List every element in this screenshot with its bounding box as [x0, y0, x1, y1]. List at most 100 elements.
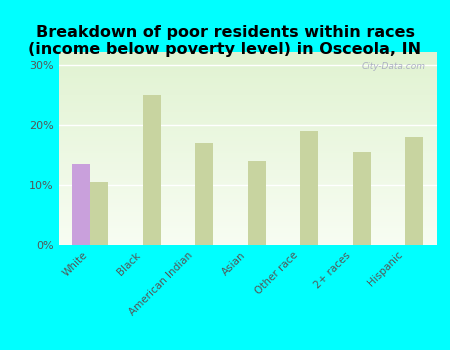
Bar	[58, 145, 436, 147]
Bar	[58, 104, 436, 106]
Bar	[58, 122, 436, 124]
Bar	[58, 243, 436, 245]
Text: City-Data.com: City-Data.com	[361, 62, 425, 71]
Bar	[58, 99, 436, 100]
Bar	[58, 54, 436, 56]
Bar	[58, 214, 436, 216]
Bar	[352, 152, 371, 245]
Bar	[58, 76, 436, 77]
Bar	[405, 137, 423, 245]
Bar	[58, 210, 436, 212]
Bar	[58, 68, 436, 70]
Bar	[58, 189, 436, 191]
Bar	[58, 218, 436, 220]
Bar	[58, 233, 436, 235]
Bar	[58, 91, 436, 93]
Bar	[58, 172, 436, 174]
Bar	[58, 228, 436, 230]
Bar	[58, 110, 436, 112]
Bar	[58, 77, 436, 79]
Bar	[58, 180, 436, 181]
Bar	[58, 112, 436, 114]
Bar	[58, 204, 436, 206]
Bar	[58, 97, 436, 99]
Bar	[58, 166, 436, 168]
Bar	[58, 149, 436, 150]
Bar	[58, 118, 436, 120]
Bar	[58, 170, 436, 172]
Bar	[195, 143, 213, 245]
Bar	[58, 235, 436, 237]
Bar	[58, 52, 436, 54]
Bar	[72, 164, 90, 245]
Bar	[58, 150, 436, 153]
Bar	[58, 187, 436, 189]
Bar	[58, 191, 436, 193]
Bar	[58, 212, 436, 214]
Bar	[58, 193, 436, 195]
Bar	[58, 89, 436, 91]
Bar	[58, 174, 436, 176]
Bar	[58, 66, 436, 68]
Bar	[58, 176, 436, 178]
Bar	[58, 241, 436, 243]
Bar	[58, 83, 436, 85]
Bar	[58, 79, 436, 81]
Bar	[58, 181, 436, 183]
Bar	[58, 201, 436, 203]
Bar	[58, 64, 436, 66]
Bar	[58, 131, 436, 133]
Bar	[58, 103, 436, 104]
Bar	[58, 87, 436, 89]
Bar	[58, 208, 436, 210]
Bar	[58, 199, 436, 201]
Bar	[58, 216, 436, 218]
Bar	[58, 93, 436, 95]
Bar	[58, 81, 436, 83]
Bar	[58, 156, 436, 158]
Bar	[143, 94, 161, 245]
Bar	[58, 62, 436, 64]
Bar	[58, 56, 436, 58]
Bar	[58, 160, 436, 162]
Bar	[58, 222, 436, 224]
Bar	[58, 139, 436, 141]
Bar	[58, 195, 436, 197]
Text: Breakdown of poor residents within races
(income below poverty level) in Osceola: Breakdown of poor residents within races…	[28, 25, 422, 57]
Bar	[58, 203, 436, 204]
Bar	[58, 168, 436, 170]
Bar	[58, 183, 436, 186]
Bar	[58, 106, 436, 108]
Bar	[58, 126, 436, 127]
Bar	[58, 137, 436, 139]
Bar	[58, 147, 436, 149]
Bar	[58, 60, 436, 62]
Bar	[58, 154, 436, 156]
Bar	[58, 141, 436, 143]
Bar	[58, 186, 436, 187]
Bar	[58, 72, 436, 74]
Bar	[58, 130, 436, 131]
Bar	[58, 135, 436, 137]
Bar	[58, 143, 436, 145]
Bar	[58, 95, 436, 97]
Bar	[58, 197, 436, 199]
Bar	[58, 153, 436, 154]
Bar	[58, 232, 436, 233]
Bar	[300, 131, 319, 245]
Bar	[58, 74, 436, 76]
Bar	[58, 120, 436, 122]
Bar	[58, 114, 436, 116]
Bar	[58, 220, 436, 222]
Bar	[58, 237, 436, 239]
Bar	[58, 239, 436, 241]
Bar	[58, 226, 436, 228]
Bar	[58, 85, 436, 87]
Bar	[90, 182, 108, 245]
Bar	[58, 164, 436, 166]
Bar	[58, 127, 436, 130]
Bar	[58, 100, 436, 103]
Bar	[58, 206, 436, 208]
Bar	[58, 124, 436, 126]
Bar	[58, 108, 436, 110]
